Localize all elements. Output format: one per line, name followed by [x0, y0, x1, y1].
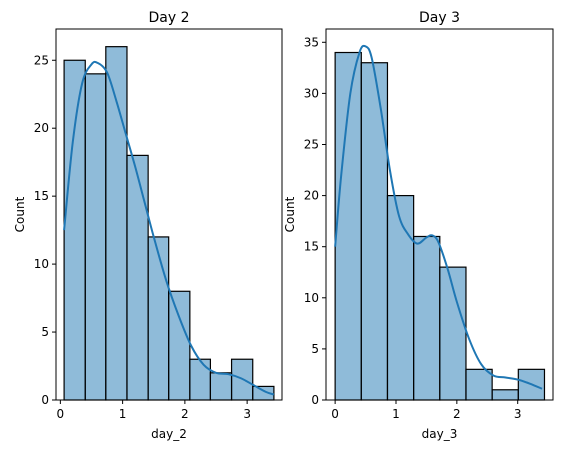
x-tick-label: 2 — [453, 407, 461, 421]
x-tick-label: 3 — [514, 407, 522, 421]
histogram-bar — [84, 73, 107, 401]
axes-frame — [325, 28, 554, 401]
y-tick-label: 30 — [304, 86, 319, 100]
y-tick-label: 25 — [34, 53, 49, 67]
histogram-bar — [147, 236, 170, 401]
histogram-bar — [189, 358, 212, 401]
y-tick-label: 20 — [34, 121, 49, 135]
kde-curve — [63, 60, 275, 396]
y-ticks: 0 5 10 15 20 25 — [34, 53, 56, 407]
x-tick-label: 2 — [181, 407, 189, 421]
axes-frame — [55, 28, 283, 401]
histogram-bar — [386, 194, 415, 401]
histogram-bar — [413, 235, 441, 401]
x-tick-label: 0 — [57, 407, 65, 421]
x-tick-label: 1 — [392, 407, 400, 421]
histogram-bar — [491, 389, 519, 401]
y-tick-label: 35 — [304, 35, 319, 49]
y-ticks: 0 5 10 15 20 25 30 35 — [304, 35, 326, 407]
y-axis-label: Count — [283, 196, 297, 232]
histogram-bar — [63, 59, 86, 401]
y-axis-label: Count — [13, 196, 27, 232]
y-tick-label: 0 — [311, 393, 319, 407]
day-3-histogram-panel: Day 3 day_3 Count 0 1 2 3 0 5 10 15 20 25 30 35 — [283, 10, 554, 441]
chart-title: Day 2 — [148, 10, 189, 26]
x-axis-label: day_2 — [151, 427, 187, 441]
x-axis-label: day_3 — [422, 427, 458, 441]
y-tick-label: 5 — [41, 325, 49, 339]
histogram-bars — [63, 46, 275, 401]
day-2-histogram-panel: Day 2 day_2 Count 0 1 2 3 0 5 10 15 20 25 — [13, 10, 283, 441]
y-tick-label: 0 — [41, 393, 49, 407]
chart-title: Day 3 — [419, 10, 460, 26]
x-ticks: 0 1 2 3 — [331, 400, 522, 421]
y-tick-label: 15 — [34, 189, 49, 203]
histogram-bar — [209, 372, 233, 401]
y-tick-label: 15 — [304, 240, 319, 254]
kde-curve — [334, 44, 543, 390]
histogram-bars — [334, 51, 546, 401]
y-tick-label: 10 — [34, 257, 49, 271]
x-tick-label: 0 — [331, 407, 339, 421]
x-ticks: 0 1 2 3 — [57, 400, 251, 421]
y-tick-label: 25 — [304, 137, 319, 151]
histogram-bar — [465, 368, 493, 401]
y-tick-label: 20 — [304, 189, 319, 203]
histogram-bar — [360, 62, 389, 401]
x-tick-label: 3 — [243, 407, 251, 421]
y-tick-label: 5 — [311, 342, 319, 356]
x-tick-label: 1 — [119, 407, 127, 421]
histogram-bar — [126, 154, 149, 401]
y-tick-label: 10 — [304, 291, 319, 305]
histogram-bar — [168, 290, 191, 401]
